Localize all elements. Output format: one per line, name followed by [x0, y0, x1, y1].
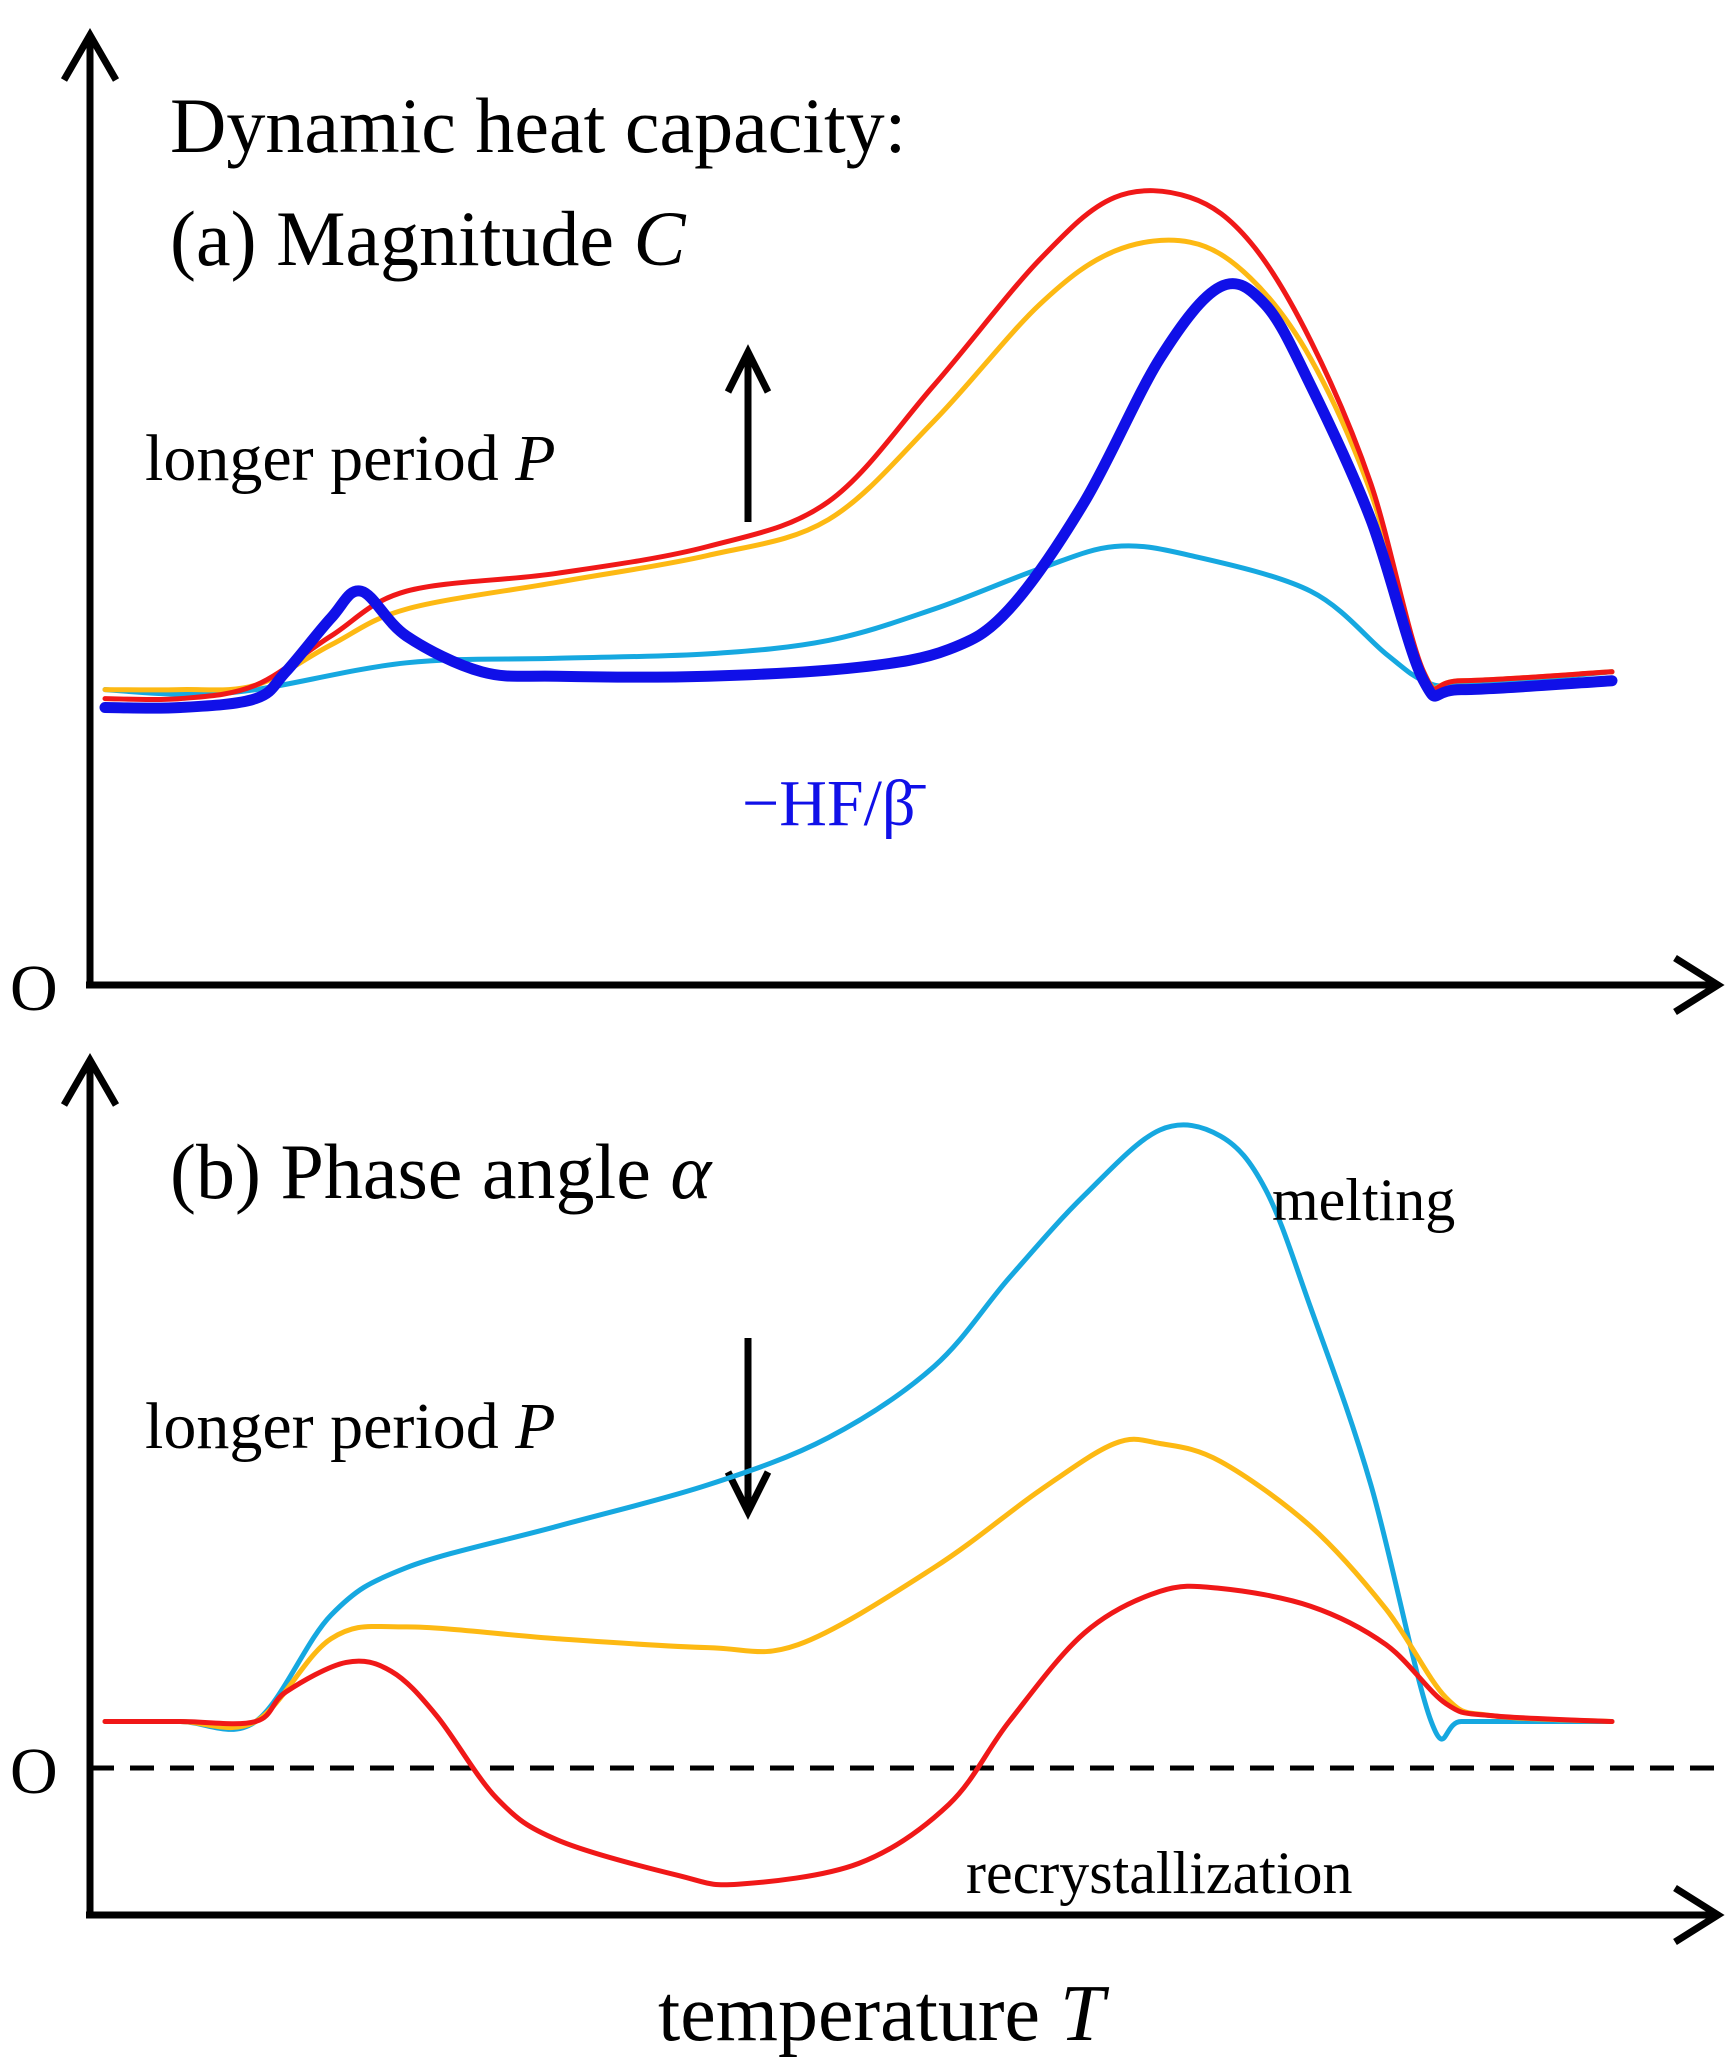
panel-a-series-red: [102, 188, 1615, 703]
panel-b-y-axis-arrowhead: [60, 1053, 120, 1107]
annotation-recrystallization: recrystallization: [966, 1840, 1352, 1906]
panel-a-series-group: [99, 188, 1618, 714]
panel-a-arrow-label-symbol: P: [514, 422, 555, 495]
panel-a-series-lightblue: [102, 543, 1615, 697]
panel-a-title-line2: (a) Magnitude C: [170, 195, 687, 282]
panel-b-series-lightblue: [102, 1122, 1615, 1742]
panel-a-arrow-label-prefix: longer period: [145, 422, 515, 495]
panel-b-title-symbol: α: [670, 1128, 713, 1215]
panel-b-origin-label: O: [10, 1735, 58, 1808]
panel-a-hf-label: −HF/β̄: [742, 767, 927, 840]
panel-b-title: (b) Phase angle α: [170, 1128, 713, 1215]
panel-b-period-arrow-head: [724, 1470, 772, 1520]
panel-a-arrow-label: longer period P: [145, 422, 556, 495]
panel-a-title-prefix: (a) Magnitude: [170, 195, 634, 282]
x-axis-label: temperature T: [658, 1970, 1110, 2058]
panel-b-arrow-label-prefix: longer period: [145, 1390, 515, 1463]
x-axis-label-symbol: T: [1060, 1970, 1110, 2058]
panel-b-title-prefix: (b) Phase angle: [170, 1128, 670, 1215]
panel-b-series-group: [102, 1122, 1615, 1888]
panel-a: O Dynamic heat capacity: (a) Magnitude C…: [10, 28, 1725, 1025]
panel-b: O (b) Phase angle α longer period P melt…: [10, 1053, 1725, 2058]
annotation-melting: melting: [1272, 1167, 1455, 1233]
panel-a-origin-label: O: [10, 952, 58, 1025]
panel-a-y-axis-arrowhead: [60, 28, 120, 82]
panel-a-period-arrow-head: [724, 344, 772, 394]
panel-a-title-line1: Dynamic heat capacity:: [170, 82, 906, 169]
panel-b-x-axis-arrowhead: [1673, 1885, 1725, 1945]
panel-b-series-orange: [102, 1436, 1615, 1731]
panel-a-series-blue: [99, 278, 1618, 714]
panel-a-title-symbol: C: [634, 195, 687, 282]
panel-a-x-axis-arrowhead: [1673, 955, 1725, 1015]
x-axis-label-text: temperature: [658, 1970, 1060, 2058]
panel-b-arrow-label: longer period P: [145, 1390, 556, 1463]
panel-b-series-red: [102, 1583, 1615, 1888]
panel-b-arrow-label-symbol: P: [514, 1390, 555, 1463]
